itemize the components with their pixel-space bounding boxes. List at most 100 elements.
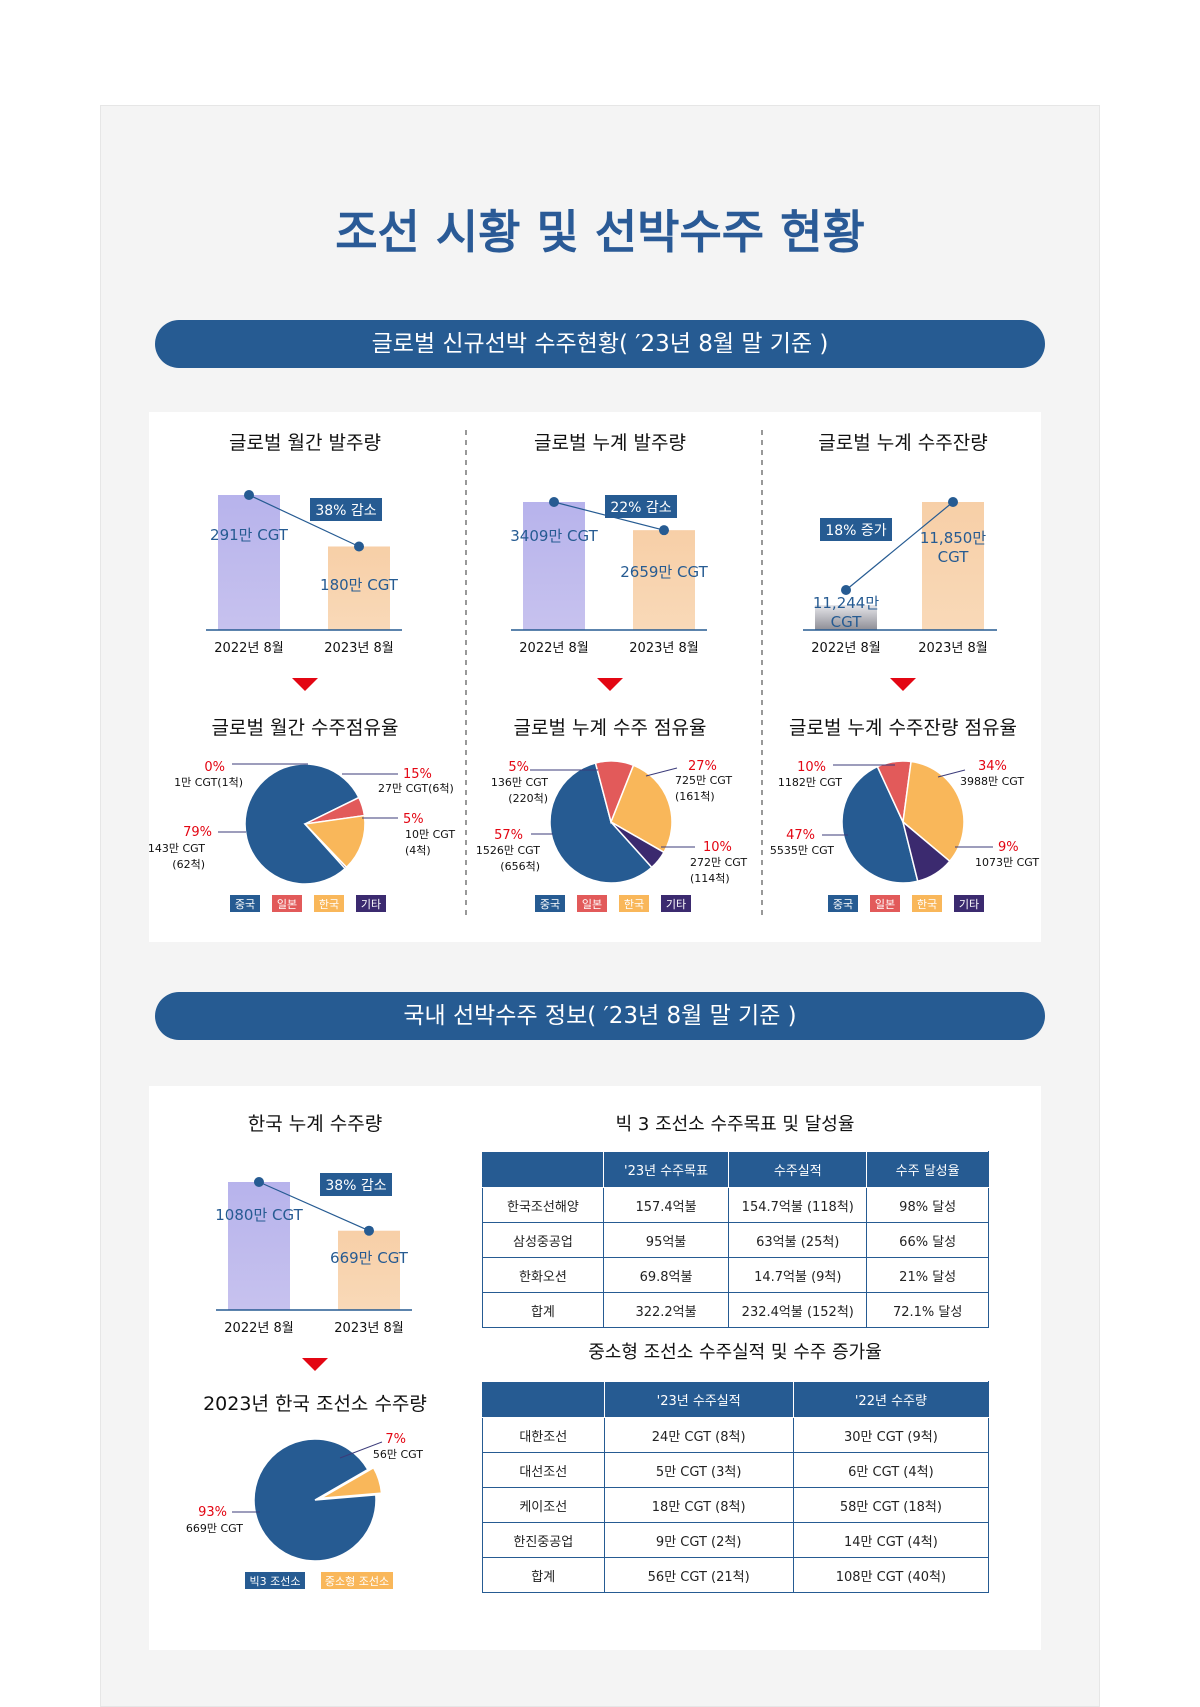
x-tick-label: 2023년 8월 <box>334 1321 403 1336</box>
midsize-table: '23년 수주실적 '22년 수주량 대한조선 24만 CGT (8척) 30만 CGT… <box>482 1381 990 1593</box>
down-arrow <box>302 1358 328 1371</box>
pie-detail-label: 10만 CGT (4척) <box>405 828 455 857</box>
table-header: 수주 달성율 <box>866 1151 989 1188</box>
chart-title: 글로벌 월간 발주량 <box>229 432 381 454</box>
down-arrow <box>597 678 623 691</box>
legend-label: 중국 <box>235 898 255 911</box>
trend-line <box>845 501 954 591</box>
pie-slice <box>549 762 653 884</box>
table-cell: 14만 CGT (4척) <box>792 1522 990 1558</box>
pie-slice <box>610 821 665 869</box>
point-2022 <box>254 1177 264 1187</box>
change-badge <box>310 498 382 521</box>
point-2022 <box>549 497 559 507</box>
legend-swatch <box>230 895 260 912</box>
bar-2022 <box>228 1182 290 1310</box>
pie-detail-label: 56만 CGT <box>373 1448 423 1461</box>
legend-swatch <box>828 895 858 912</box>
bar-2023 <box>922 502 984 630</box>
legend-label: 기타 <box>361 898 381 911</box>
table-cell: 98% 달성 <box>866 1187 989 1223</box>
pie-slice <box>304 823 348 870</box>
pie-detail-label: 1182만 CGT <box>778 776 842 789</box>
table-cell: 합계 <box>482 1557 605 1593</box>
table-header: '23년 수주실적 <box>603 1381 794 1418</box>
legend-swatch <box>535 895 565 912</box>
bar-2023 <box>338 1230 400 1310</box>
pie-detail-label: 136만 CGT (220척) <box>491 776 548 805</box>
value-label: 11,850만 CGT <box>920 529 986 566</box>
table-cell: 14.7억불 (9척) <box>728 1257 868 1293</box>
change-badge-label: 22% 감소 <box>610 500 671 516</box>
change-badge-label: 18% 증가 <box>825 523 886 539</box>
legend-label: 일본 <box>875 897 895 911</box>
pie-slice <box>901 819 951 883</box>
table-header <box>482 1381 605 1418</box>
point-2023 <box>364 1225 374 1236</box>
legend-swatch <box>356 895 386 912</box>
trend-line <box>248 494 360 548</box>
table-cell: 삼성중공업 <box>482 1222 604 1258</box>
legend-swatch <box>912 895 942 912</box>
table-cell: 18만 CGT (8척) <box>603 1487 794 1523</box>
leader-line <box>937 769 966 778</box>
pie-detail-label: 725만 CGT (161척) <box>675 774 732 803</box>
legend-label: 한국 <box>319 898 339 911</box>
pie-pct-label: 10% <box>797 760 826 775</box>
pie-detail-label: 27만 CGT(6척) <box>378 782 454 795</box>
legend-swatch <box>321 1572 393 1589</box>
down-arrow <box>890 678 916 691</box>
point-2022 <box>841 585 851 595</box>
pie-detail-label: 1073만 CGT <box>975 856 1039 869</box>
table-cell: 한화오션 <box>482 1257 604 1293</box>
pie-slice <box>244 763 360 885</box>
chart-title: 2023년 한국 조선소 수주량 <box>203 1393 427 1415</box>
legend-label: 일본 <box>582 897 602 911</box>
pie-slice <box>253 1438 377 1562</box>
table-row: 대선조선 5만 CGT (3척) 6만 CGT (4척) <box>482 1452 990 1488</box>
pie-slice <box>320 1466 383 1499</box>
pie-detail-label: 143만 CGT (62척) <box>148 842 205 871</box>
pie-pct-label: 57% <box>494 828 523 843</box>
legend-label: 일본 <box>277 897 297 911</box>
table-header: '22년 수주량 <box>792 1381 990 1418</box>
legend-swatch <box>314 895 344 912</box>
table-cell: 69.8억불 <box>602 1257 730 1293</box>
point-2022 <box>244 490 254 500</box>
pie-pct-label: 5% <box>508 760 529 775</box>
bar-2022 <box>218 495 280 630</box>
value-label: 669만 CGT <box>330 1249 409 1267</box>
x-tick-label: 2022년 8월 <box>811 641 880 656</box>
chart-title: 글로벌 누계 발주량 <box>534 432 686 454</box>
pie-detail-label: 3988만 CGT <box>960 775 1024 788</box>
pie-pct-label: 34% <box>978 759 1007 774</box>
table-title: 빅 3 조선소 수주목표 및 달성율 <box>616 1114 855 1135</box>
table-cell: 9만 CGT (2척) <box>603 1522 794 1558</box>
x-tick-label: 2022년 8월 <box>214 641 283 656</box>
value-label: 1080만 CGT <box>215 1206 303 1224</box>
table-cell: 5만 CGT (3척) <box>603 1452 794 1488</box>
change-badge <box>820 518 892 541</box>
table-cell: 66% 달성 <box>866 1222 989 1258</box>
table-row: 합계 56만 CGT (21척) 108만 CGT (40척) <box>482 1557 990 1593</box>
pie-slice <box>303 814 366 869</box>
value-label: 180만 CGT <box>320 576 399 594</box>
legend-label: 중소형 조선소 <box>325 1575 389 1588</box>
table-cell: 232.4억불 (152척) <box>728 1292 868 1328</box>
legend-swatch <box>870 895 900 912</box>
table-row: 합계 322.2억불 232.4억불 (152척) 72.1% 달성 <box>482 1292 989 1328</box>
legend-label: 기타 <box>959 898 979 911</box>
bar-2023 <box>328 546 390 630</box>
change-badge <box>605 495 677 518</box>
table-title: 중소형 조선소 수주실적 및 수주 증가율 <box>588 1342 882 1363</box>
legend-swatch <box>245 1572 305 1589</box>
legend-label: 중국 <box>540 898 560 911</box>
pie-pct-label: 7% <box>385 1432 406 1447</box>
point-2023 <box>659 525 669 536</box>
change-badge-label: 38% 감소 <box>325 1178 386 1194</box>
legend-swatch <box>272 895 302 912</box>
table-cell: 대한조선 <box>482 1417 605 1453</box>
table-cell: 한진중공업 <box>482 1522 605 1558</box>
table-cell: 322.2억불 <box>602 1292 730 1328</box>
big3-table: '23년 수주목표 수주실적 수주 달성율 한국조선해양 157.4억불 154.7억불 … <box>482 1151 989 1328</box>
